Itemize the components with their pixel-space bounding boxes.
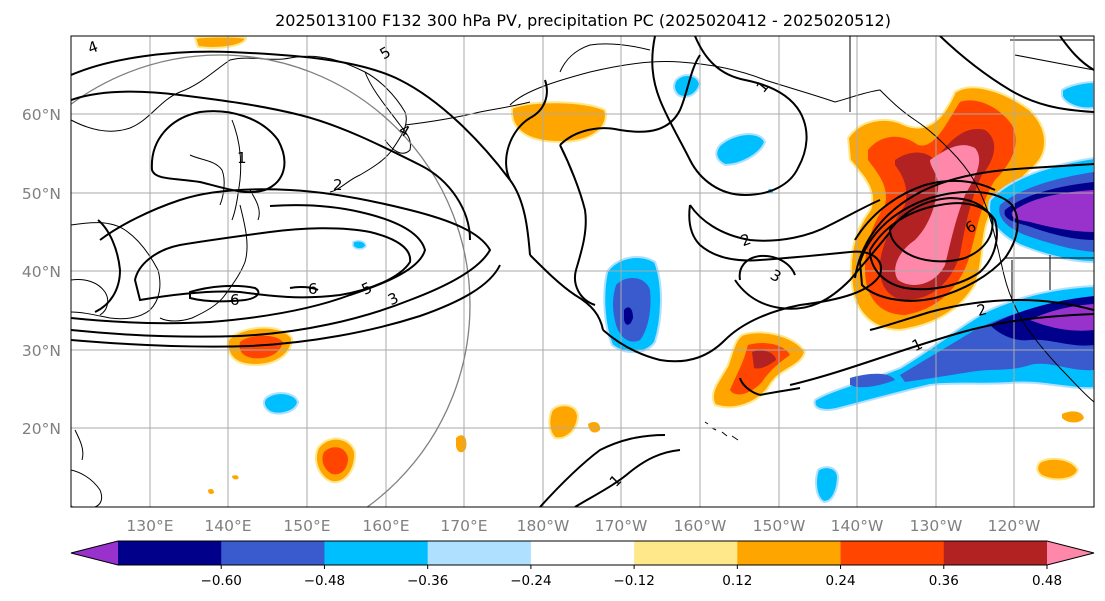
colorbar-tick-label: −0.60 [201,573,242,589]
colorbar-tick-label: −0.48 [304,573,345,589]
lon-label: 150°W [753,517,806,535]
lon-label: 170°W [595,517,648,535]
colorbar-cell [324,541,429,565]
lon-label: 130°E [126,517,173,535]
lon-label: 160°E [362,517,409,535]
range-circle [71,54,471,507]
contour-label: 2 [333,176,343,194]
figure-title: 2025013100 F132 300 hPa PV, precipitatio… [275,11,891,30]
map-panel: 4 5 1 2 6 6 5 3 4 1 2 3 6 2 1 1 60°N 50 [22,35,1095,535]
lat-label-50n: 50°N [22,185,61,203]
colorbar-tick-label: −0.12 [613,573,654,589]
contour-label: 6 [308,280,318,298]
lon-label: 170°E [440,517,487,535]
colorbar: −0.60 −0.48 −0.36 −0.24 −0.12 0.12 0.24 0.36 0.4… [70,540,1095,589]
colorbar-tick-label: −0.36 [407,573,448,589]
lat-label-40n: 40°N [22,263,61,281]
colorbar-tick-label: −0.24 [510,573,551,589]
lon-label: 150°E [283,517,330,535]
lat-label-60n: 60°N [22,106,61,124]
map-frame [70,35,1095,508]
colorbar-cell [840,541,945,565]
colorbar-extend-high [1047,541,1094,565]
colorbar-tick-label: 0.36 [929,573,959,589]
lon-label: 160°W [674,517,727,535]
lon-label: 120°W [988,517,1041,535]
lon-label: 140°W [831,517,884,535]
contour-label: 2 [975,300,989,320]
colorbar-cell [634,541,738,565]
colorbar-tick-label: 0.48 [1032,573,1062,589]
colorbar-cell [221,541,325,565]
colorbar-cell [737,541,842,565]
colorbar-cell [943,541,1048,565]
colorbar-cell [427,541,532,565]
colorbar-tick-label: 0.12 [722,573,752,589]
lon-label: 140°E [204,517,251,535]
negative-precip-shading [262,74,1094,504]
colorbar-ticks: −0.60 −0.48 −0.36 −0.24 −0.12 0.12 0.24 0.36 0.4… [201,565,1062,589]
colorbar-tick-label: 0.24 [826,573,856,589]
graticule [71,36,1094,507]
colorbar-cell [118,541,222,565]
lon-label: 130°W [910,517,963,535]
colorbar-cell [530,541,635,565]
colorbar-cells [71,541,1094,565]
lon-labels: 130°E 140°E 150°E 160°E 170°E 180°W 170°… [126,517,1040,535]
pv-contours [71,36,1094,507]
lat-label-30n: 30°N [22,342,61,360]
lon-label: 180°W [517,517,570,535]
lat-labels: 60°N 50°N 40°N 30°N 20°N [22,106,61,438]
colorbar-outline [70,540,1095,566]
lat-label-20n: 20°N [22,420,61,438]
colorbar-extend-low [71,541,118,565]
contour-label: 6 [230,291,240,309]
contour-label: 1 [237,149,247,167]
